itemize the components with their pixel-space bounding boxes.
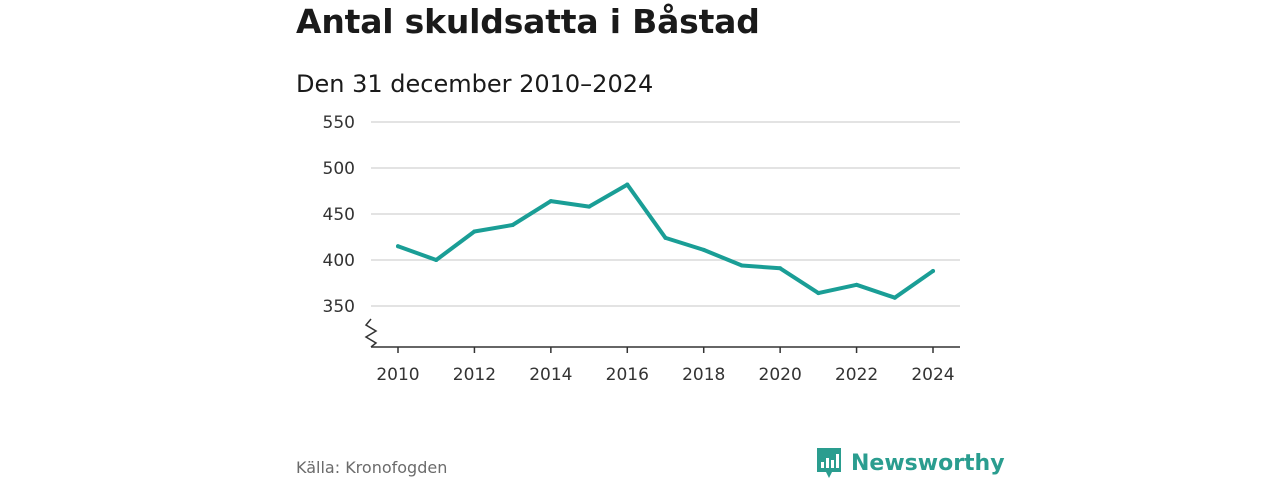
data-point-2018: [701, 247, 706, 252]
data-point-2024: [931, 269, 935, 274]
source-note: Källa: Kronofogden: [296, 458, 448, 477]
data-point-2022: [854, 282, 859, 287]
y-tick-label-550: 550: [323, 113, 355, 133]
series-line-0: [396, 182, 935, 300]
data-point-2012: [472, 229, 477, 234]
data-point-2019: [739, 263, 744, 268]
bar-chart-icon: [817, 448, 841, 478]
y-tick-label-350: 350: [323, 297, 355, 317]
x-tick-label-2010: 2010: [376, 365, 419, 385]
data-point-2015: [587, 204, 592, 209]
brand-name: Newsworthy: [851, 450, 1005, 476]
x-axis-ticks: 2010 2012 2014 2016 2018 2020 2022 2024: [376, 347, 955, 385]
axis-break-icon: [364, 318, 378, 348]
x-tick-label-2024: 2024: [911, 365, 954, 385]
data-point-2011: [434, 258, 439, 262]
y-tick-label-400: 400: [323, 251, 355, 271]
y-tick-label-450: 450: [323, 205, 355, 225]
x-tick-label-2018: 2018: [682, 365, 725, 385]
data-point-2010: [396, 244, 400, 249]
x-tick-label-2020: 2020: [759, 365, 802, 385]
data-point-2016: [625, 182, 630, 187]
x-tick-label-2022: 2022: [835, 365, 878, 385]
data-point-2023: [892, 295, 897, 300]
data-point-2017: [663, 235, 668, 240]
y-tick-label-500: 500: [323, 159, 355, 179]
gridlines: [371, 121, 960, 307]
brand-logo: Newsworthy: [815, 446, 1005, 480]
x-tick-label-2016: 2016: [606, 365, 649, 385]
x-tick-label-2014: 2014: [529, 365, 572, 385]
data-point-2013: [510, 223, 515, 228]
y-axis-ticks: 350 400 450 500 550: [323, 113, 355, 317]
data-point-2014: [548, 199, 553, 204]
chart-title: Antal skuldsatta i Båstad: [296, 2, 760, 41]
x-tick-label-2012: 2012: [453, 365, 496, 385]
series-lines: [396, 182, 935, 300]
data-point-2021: [816, 291, 821, 296]
chart-subtitle: Den 31 december 2010–2024: [296, 70, 654, 98]
data-point-2020: [778, 266, 783, 271]
x-axis: [364, 318, 960, 348]
